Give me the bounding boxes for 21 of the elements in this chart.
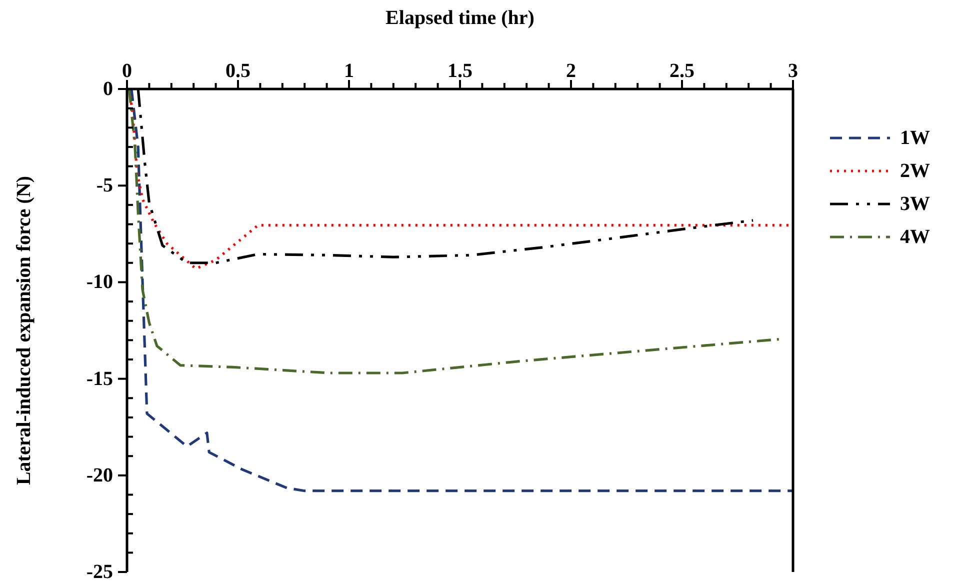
x-tick-label: 1 (344, 60, 354, 82)
y-axis-title: Lateral-induced expansion force (N) (13, 176, 35, 486)
x-axis-title: Elapsed time (hr) (386, 7, 534, 29)
legend-label: 3W (900, 193, 930, 215)
legend-label: 4W (900, 226, 930, 248)
legend-label: 2W (900, 160, 930, 182)
line-series (130, 88, 794, 492)
x-tick-label: 0 (122, 60, 132, 82)
y-tick-label: -15 (86, 368, 113, 390)
y-tick-label: -20 (86, 464, 113, 486)
x-tick-label: 1.5 (448, 60, 472, 82)
x-tick-label: 0.5 (226, 60, 250, 82)
x-tick-label: 2.5 (670, 60, 694, 82)
y-tick-label: -5 (96, 174, 113, 197)
x-tick-label: 2 (566, 60, 576, 82)
y-tick-label: -25 (86, 561, 113, 583)
y-tick-label: -10 (86, 271, 113, 294)
y-tick-label: 0 (103, 78, 113, 100)
x-tick-label: 3 (788, 60, 798, 82)
line-series (128, 88, 781, 374)
legend-label: 1W (900, 127, 930, 149)
